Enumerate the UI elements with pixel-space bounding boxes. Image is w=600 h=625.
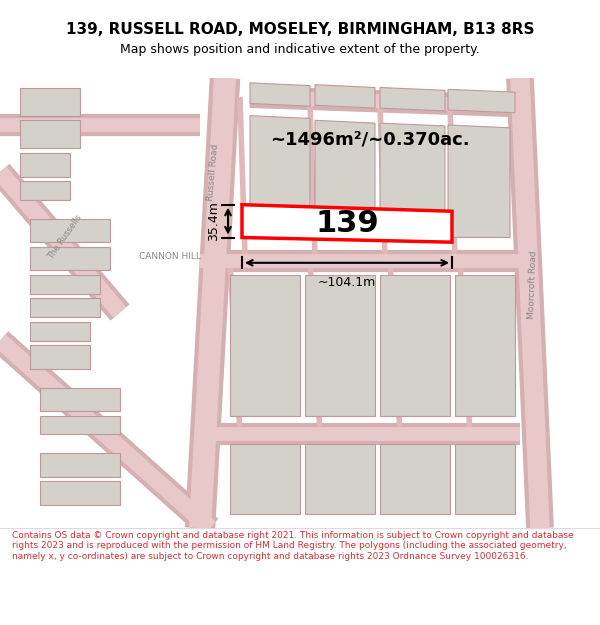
Polygon shape — [230, 444, 300, 514]
Text: ~1496m²/~0.370ac.: ~1496m²/~0.370ac. — [270, 130, 470, 148]
Polygon shape — [40, 388, 120, 411]
Polygon shape — [40, 416, 120, 434]
Text: 35.4m: 35.4m — [207, 201, 220, 241]
Text: Contains OS data © Crown copyright and database right 2021. This information is : Contains OS data © Crown copyright and d… — [12, 531, 574, 561]
Text: 139, RUSSELL ROAD, MOSELEY, BIRMINGHAM, B13 8RS: 139, RUSSELL ROAD, MOSELEY, BIRMINGHAM, … — [66, 22, 534, 37]
Text: 139: 139 — [315, 209, 379, 238]
Text: Map shows position and indicative extent of the property.: Map shows position and indicative extent… — [120, 43, 480, 56]
Polygon shape — [20, 120, 80, 148]
Polygon shape — [230, 275, 300, 416]
Polygon shape — [20, 181, 70, 200]
Polygon shape — [30, 322, 90, 341]
Polygon shape — [380, 444, 450, 514]
Text: The Russells: The Russells — [46, 214, 83, 261]
Polygon shape — [250, 82, 310, 106]
Text: ~104.1m: ~104.1m — [318, 276, 376, 289]
Text: Moorcroft Road: Moorcroft Road — [527, 250, 539, 319]
Polygon shape — [250, 116, 310, 238]
Polygon shape — [380, 123, 445, 238]
Polygon shape — [380, 88, 445, 111]
Text: CANNON HILL: CANNON HILL — [139, 252, 201, 261]
Text: Russell Road: Russell Road — [206, 143, 220, 201]
Polygon shape — [305, 275, 375, 416]
Polygon shape — [448, 89, 515, 112]
Polygon shape — [30, 219, 110, 242]
Polygon shape — [448, 125, 510, 238]
Polygon shape — [380, 275, 450, 416]
Polygon shape — [20, 88, 80, 116]
Polygon shape — [20, 153, 70, 176]
Polygon shape — [315, 120, 375, 238]
Polygon shape — [30, 247, 110, 270]
Polygon shape — [30, 298, 100, 317]
Polygon shape — [242, 205, 452, 242]
Polygon shape — [305, 444, 375, 514]
Polygon shape — [30, 345, 90, 369]
Polygon shape — [455, 444, 515, 514]
Polygon shape — [30, 275, 100, 294]
Polygon shape — [315, 84, 375, 108]
Polygon shape — [40, 481, 120, 505]
Polygon shape — [40, 453, 120, 476]
Polygon shape — [455, 275, 515, 416]
